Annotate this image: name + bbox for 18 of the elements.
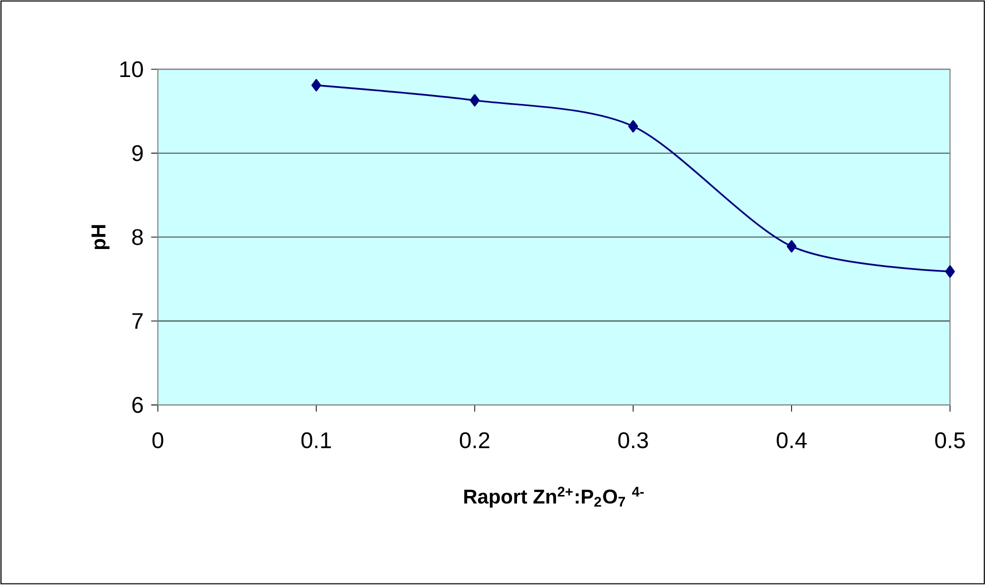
- point: [628, 120, 638, 133]
- point: [311, 79, 322, 92]
- point: [945, 265, 955, 278]
- y-tick-label: 9: [132, 145, 143, 162]
- x-tick-label: 0.5: [935, 432, 965, 448]
- y-tick-label: 7: [132, 313, 143, 329]
- y-tick-label: 8: [132, 229, 143, 246]
- x-axis-title: Raport Zn$^{2+}$:P$_{2}$O$_{7}$ 4-: [464, 486, 644, 508]
- x-tick-label: 0.1: [301, 432, 331, 448]
- x-tick-label: 0.2: [460, 432, 490, 448]
- x-tick-label: 0.3: [618, 432, 648, 448]
- y-tick-label: 6: [132, 397, 143, 414]
- point: [470, 94, 480, 107]
- x-tick-label: 0: [152, 432, 164, 448]
- point: [786, 240, 796, 253]
- x-tick-label: 0.4: [776, 432, 807, 448]
- y-tick-label: 10: [120, 61, 143, 78]
- y-axis-title: pH: [92, 225, 110, 250]
